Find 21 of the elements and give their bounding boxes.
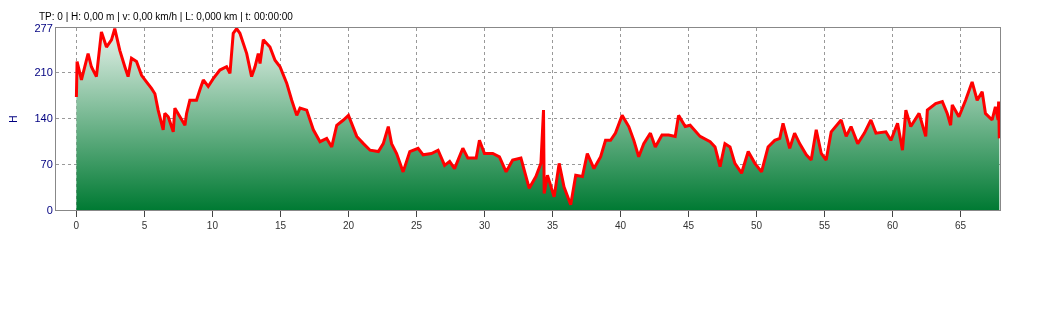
x-tick-label: 45	[682, 220, 695, 231]
y-tick-label: 70	[40, 157, 53, 170]
x-tick-label: 55	[818, 220, 831, 231]
x-tick-label: 0	[73, 220, 80, 231]
x-tick-label: 5	[141, 220, 148, 231]
x-tick-label: 10	[206, 220, 219, 231]
y-tick-label: 0	[46, 203, 53, 216]
x-tick-label: 50	[750, 220, 763, 231]
x-tick-label: 60	[886, 220, 899, 231]
x-tick-label: 65	[954, 220, 967, 231]
text: TP: 0 | H: 0,00 m | v: 0,00 km/h | L: 0,000 km | t: 00:00:00	[39, 11, 294, 22]
x-tick-label: 40	[614, 220, 627, 231]
y-tick-label: 210	[34, 65, 53, 78]
x-tick-label: 25	[410, 220, 423, 231]
x-tick-label: 35	[546, 220, 559, 231]
y-tick-label: 277	[34, 21, 53, 34]
y-tick-label: 140	[34, 111, 53, 124]
y-axis-title: H	[8, 115, 20, 123]
x-tick-label: 30	[478, 220, 491, 231]
x-tick-label: 15	[274, 220, 287, 231]
x-tick-label: 20	[342, 220, 355, 231]
